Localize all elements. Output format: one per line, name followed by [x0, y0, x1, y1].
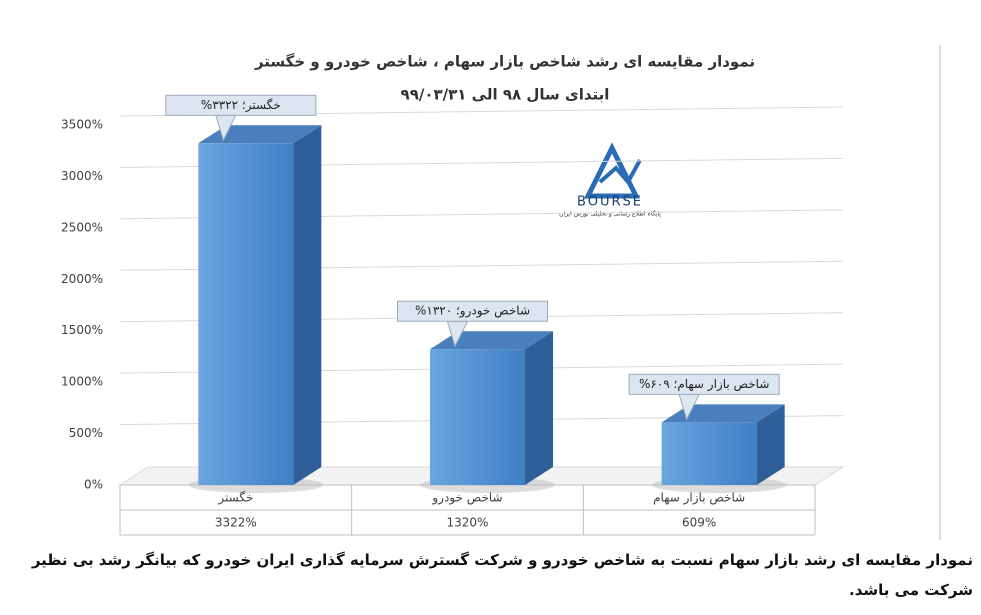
bar	[198, 143, 294, 485]
callout-box	[628, 373, 780, 395]
x-tick-label: شاخص بازار سهام	[653, 491, 745, 506]
callout-box	[397, 300, 548, 322]
y-tick-label: 2500%	[61, 220, 103, 234]
data-label: %شاخص بازار سهام؛ ۶۰۹	[639, 377, 769, 392]
callout-box	[165, 94, 317, 116]
y-tick-label: 1500%	[61, 323, 103, 337]
logo-shape	[583, 142, 641, 199]
y-tick-label: 500%	[69, 426, 103, 440]
bar-side	[293, 125, 322, 486]
y-tick-label: 1000%	[61, 375, 103, 389]
data-label: %شاخص خودرو؛ ۱۳۲۰	[415, 304, 530, 319]
y-tick-label: 0%	[84, 478, 103, 492]
y-tick-label: 3500%	[61, 118, 103, 132]
x-tick-label: شاخص خودرو	[431, 491, 502, 506]
chart-title: نمودار مقایسه ای رشد شاخص بازار سهام ، ش…	[254, 53, 755, 71]
bar-side	[525, 331, 553, 485]
x-tick-label: خگستر	[217, 491, 253, 506]
table-value: 609%	[682, 516, 716, 530]
chart-subtitle: ابتدای سال ۹۸ الی ۹۹/۰۳/۳۱	[401, 86, 610, 104]
data-label: %خگستر؛ ۳۳۲۲	[201, 98, 281, 113]
y-tick-label: 3000%	[61, 169, 103, 183]
y-tick-label: 2000%	[61, 272, 103, 286]
logo-shape	[598, 159, 642, 186]
logo-name: BOURSE	[577, 195, 643, 210]
bar	[661, 422, 757, 485]
logo-tagline: پایگاه اطلاع رسانی و تحلیلی بورس ایران	[559, 210, 661, 218]
table-value: 3322%	[215, 516, 257, 530]
bar	[430, 349, 525, 485]
caption: نمودار مقایسه ای رشد بازار سهام نسبت به …	[31, 551, 973, 599]
bar-side	[756, 404, 785, 485]
chart: نمودار مقایسه ای رشد شاخص بازار سهام ، ش…	[61, 45, 941, 540]
table-value: 1320%	[447, 516, 489, 530]
logo: BOURSE پایگاه اطلاع رسانی و تحلیلی بورس …	[559, 142, 661, 218]
